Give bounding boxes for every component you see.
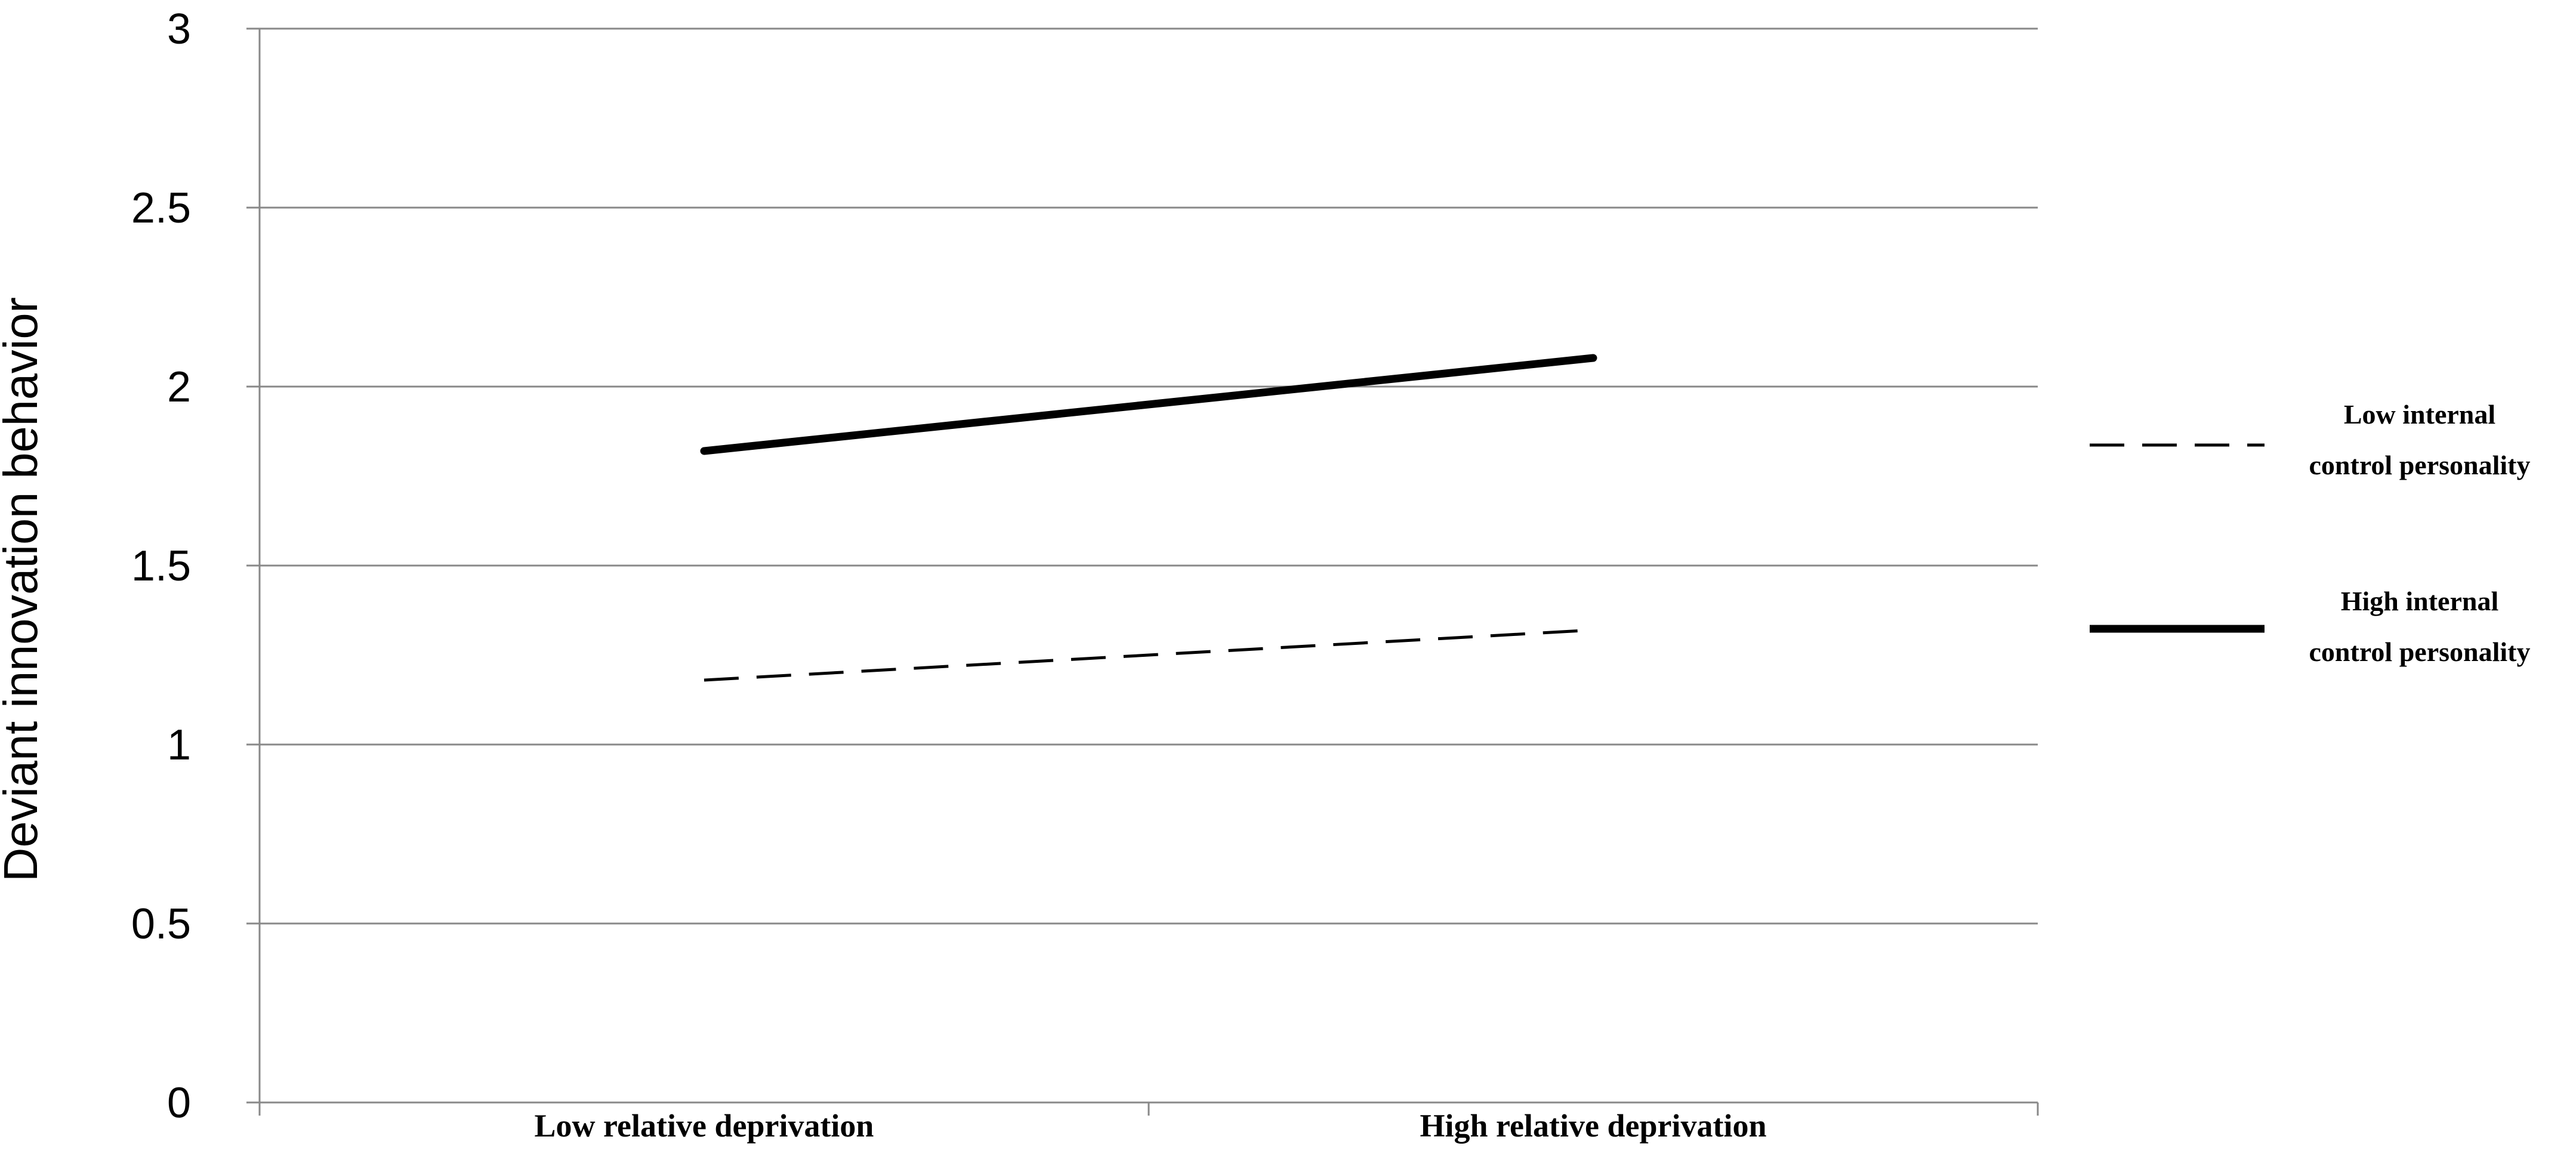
y-tick-label: 1.5 bbox=[131, 542, 191, 590]
y-tick-label: 2.5 bbox=[131, 184, 191, 232]
legend-label: Low internal bbox=[2344, 399, 2495, 430]
x-category-label: High relative deprivation bbox=[1420, 1108, 1767, 1144]
series-line-low-internal-control bbox=[704, 628, 1594, 682]
gridlines bbox=[246, 27, 2038, 1104]
y-axis-title: Deviant innovation behavior bbox=[0, 297, 47, 882]
x-category-labels: Low relative deprivation High relative de… bbox=[535, 1108, 1767, 1144]
legend-label: High internal bbox=[2341, 586, 2499, 616]
y-tick-label: 1 bbox=[167, 721, 191, 769]
x-category-label: Low relative deprivation bbox=[535, 1108, 874, 1144]
legend-label: control personality bbox=[2309, 637, 2531, 667]
series-lines bbox=[700, 354, 1597, 682]
y-tick-label: 3 bbox=[167, 5, 191, 53]
y-tick-label: 0.5 bbox=[131, 900, 191, 948]
series-line-high-internal-control bbox=[700, 354, 1597, 455]
y-tick-label: 2 bbox=[167, 363, 191, 411]
y-tick-labels: 0 0.5 1 1.5 2 2.5 3 bbox=[131, 5, 191, 1127]
x-axis-ticks bbox=[258, 1102, 2039, 1116]
legend: Low internal control personality High inte… bbox=[2090, 399, 2530, 667]
y-tick-label: 0 bbox=[167, 1079, 191, 1127]
legend-label: control personality bbox=[2309, 450, 2531, 480]
